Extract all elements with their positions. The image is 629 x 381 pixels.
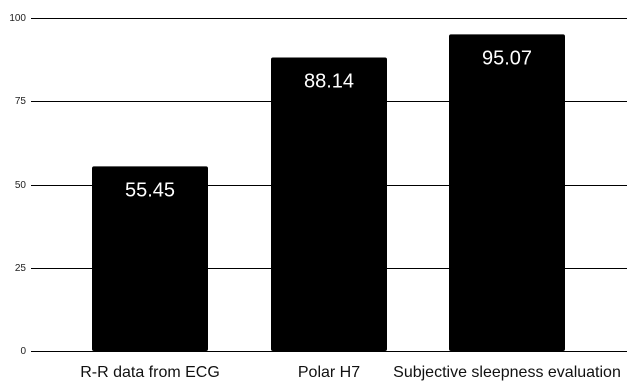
- y-tick-label: 0: [20, 346, 26, 357]
- bars: [92, 34, 565, 351]
- bar-value-label: 88.14: [304, 70, 354, 92]
- bar: [92, 166, 208, 351]
- y-tick-label: 25: [15, 263, 27, 274]
- y-tick-label: 100: [9, 13, 26, 24]
- data-labels: 55.45 88.14 95.07: [125, 47, 532, 201]
- y-axis-tick-labels: 0 25 50 75 100: [9, 13, 26, 357]
- bar: [449, 34, 565, 351]
- bar-value-label: 95.07: [482, 47, 532, 69]
- y-tick-label: 50: [15, 180, 27, 191]
- bar-value-label: 55.45: [125, 179, 175, 201]
- x-axis-category-labels: R-R data from ECG Polar H7 Subjective slee…: [80, 364, 621, 381]
- x-category-label: Polar H7: [298, 364, 360, 381]
- x-category-label: R-R data from ECG: [80, 364, 220, 381]
- x-category-label: Subjective sleepness evaluation: [393, 364, 621, 381]
- bar: [271, 57, 387, 351]
- y-tick-label: 75: [15, 96, 27, 107]
